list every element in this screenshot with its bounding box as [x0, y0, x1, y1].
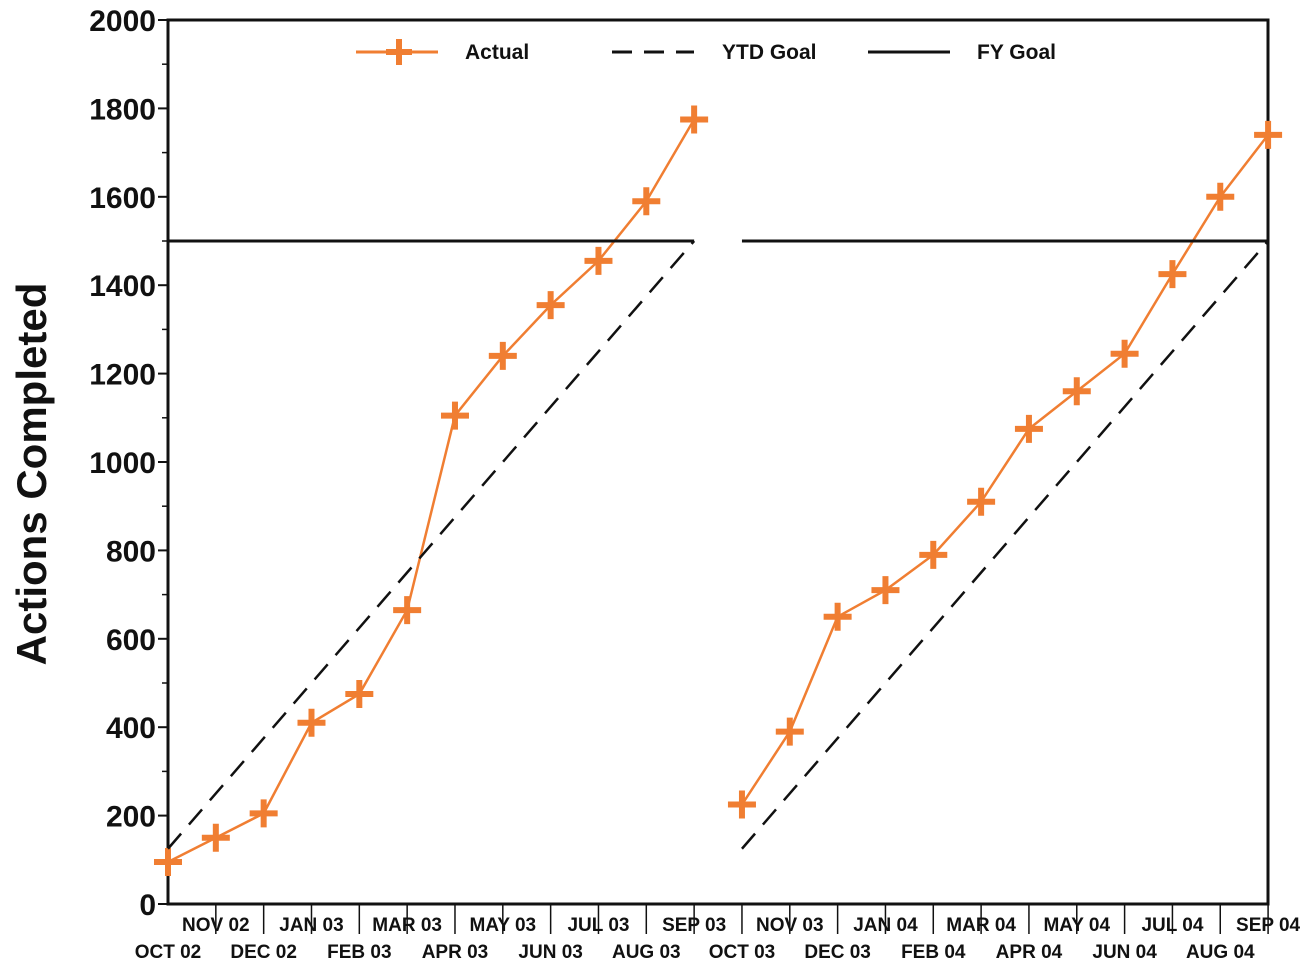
x-tick-label-sep-04: SEP 04 — [1236, 915, 1301, 936]
point-actual-sep-03 — [680, 105, 709, 134]
x-tick-label-jul-03: JUL 03 — [567, 915, 629, 936]
point-actual-nov-02 — [201, 823, 230, 852]
point-actual-mar-03 — [393, 596, 422, 625]
x-tick-label-dec-03: DEC 03 — [804, 942, 871, 963]
series-ytd-goal-line-1 — [167, 240, 696, 850]
point-actual-aug-03 — [632, 187, 661, 216]
point-actual-apr-03 — [440, 401, 469, 430]
y-tick-label-1400: 1400 — [89, 270, 156, 303]
series-actual-line-1 — [167, 118, 696, 864]
y-tick-label-400: 400 — [106, 712, 156, 745]
point-actual-jul-04 — [1158, 260, 1187, 289]
point-actual-dec-03 — [823, 602, 852, 631]
x-tick-label-may-03: MAY 03 — [470, 915, 537, 936]
x-tick-label-mar-04: MAR 04 — [946, 915, 1016, 936]
plot-area: 0 200 400 600 800 1000 1200 1400 1600 1800 2000 OCT… — [89, 5, 1300, 963]
point-actual-jun-03 — [536, 291, 565, 320]
x-tick-label-nov-02: NOV 02 — [182, 915, 250, 936]
point-actual-aug-04 — [1206, 182, 1235, 211]
point-actual-jul-03 — [584, 246, 613, 275]
x-tick-label-jul-04: JUL 04 — [1141, 915, 1203, 936]
legend-entry-ytd-goal: YTD Goal — [612, 41, 817, 64]
x-tick-label-jun-04: JUN 04 — [1092, 942, 1157, 963]
x-tick-label-apr-04: APR 04 — [996, 942, 1063, 963]
x-tick-label-mar-03: MAR 03 — [372, 915, 442, 936]
point-actual-oct-03 — [727, 790, 756, 819]
point-actual-oct-02 — [154, 848, 182, 877]
x-tick-label-apr-03: APR 03 — [422, 942, 489, 963]
y-tick-label-1000: 1000 — [89, 447, 156, 480]
y-tick-label-2000: 2000 — [89, 5, 156, 38]
y-tick-label-1200: 1200 — [89, 359, 156, 392]
point-actual-sep-04 — [1254, 120, 1283, 149]
plot-frame — [166, 18, 1270, 906]
point-actual-dec-02 — [249, 799, 278, 828]
point-actual-mar-04 — [967, 487, 996, 516]
x-tick-label-aug-04: AUG 04 — [1186, 942, 1255, 963]
legend-ytd-goal-label: YTD Goal — [722, 41, 817, 64]
y-tick-label-1800: 1800 — [89, 93, 156, 126]
x-tick-label-sep-03: SEP 03 — [662, 915, 726, 936]
x-tick-label-nov-03: NOV 03 — [756, 915, 824, 936]
legend-entry-actual: Actual — [356, 39, 529, 65]
x-tick-label-aug-03: AUG 03 — [612, 942, 681, 963]
legend-fy-goal-label: FY Goal — [977, 41, 1056, 64]
x-tick-label-feb-03: FEB 03 — [327, 942, 391, 963]
x-tick-label-oct-02: OCT 02 — [135, 942, 202, 963]
x-tick-label-jan-03: JAN 03 — [279, 915, 343, 936]
y-tick-label-600: 600 — [106, 624, 156, 657]
series-actual-line-2 — [740, 134, 1270, 806]
point-actual-jan-04 — [871, 576, 900, 605]
x-tick-label-oct-03: OCT 03 — [709, 942, 776, 963]
y-tick-label-800: 800 — [106, 535, 156, 568]
point-actual-apr-04 — [1014, 414, 1043, 443]
point-actual-feb-04 — [919, 540, 948, 569]
legend: Actual YTD Goal FY Goal — [356, 39, 1056, 65]
point-actual-jun-04 — [1110, 339, 1139, 368]
legend-actual-marker — [386, 39, 412, 65]
y-axis-title: Actions Completed — [8, 283, 55, 666]
y-tick-label-200: 200 — [106, 801, 156, 834]
point-actual-feb-03 — [345, 680, 374, 709]
point-actual-nov-03 — [775, 717, 804, 746]
legend-actual-label: Actual — [465, 41, 529, 64]
point-actual-jan-03 — [297, 708, 326, 737]
x-tick-label-jan-04: JAN 04 — [853, 915, 918, 936]
point-actual-may-04 — [1062, 377, 1091, 406]
point-actual-may-03 — [488, 341, 517, 370]
series-ytd-goal-line-2 — [741, 240, 1270, 850]
x-tick-label-may-04: MAY 04 — [1043, 915, 1110, 936]
x-tick-label-jun-03: JUN 03 — [518, 942, 582, 963]
y-tick-label-0: 0 — [139, 889, 156, 922]
legend-entry-fy-goal: FY Goal — [868, 41, 1056, 64]
x-tick-label-dec-02: DEC 02 — [230, 942, 297, 963]
y-tick-label-1600: 1600 — [89, 182, 156, 215]
x-tick-label-feb-04: FEB 04 — [901, 942, 966, 963]
